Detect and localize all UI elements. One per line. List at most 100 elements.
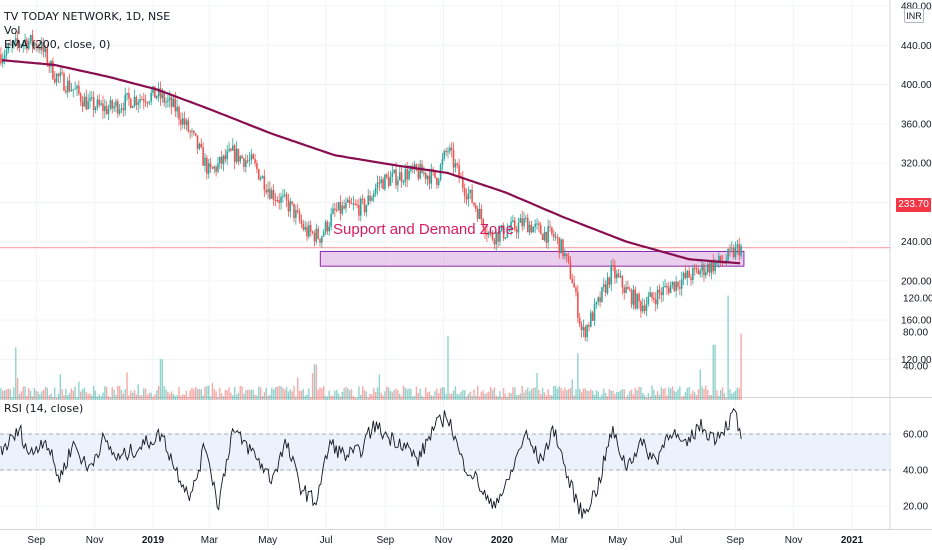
volume-bar [102,392,104,400]
volume-bar [512,387,514,400]
volume-bar [476,385,479,400]
volume-bar [588,391,590,400]
candle-body [109,100,112,109]
candle-body [480,208,483,219]
volume-bar [282,387,284,400]
volume-bar [310,397,312,400]
candle-body [571,278,574,284]
volume-bar [591,390,594,400]
volume-bar [276,386,279,400]
candle-body [135,96,138,105]
volume-legend[interactable]: Vol [4,24,21,37]
volume-bar [343,388,345,400]
volume-bar [122,393,125,400]
candle-body [269,188,271,199]
volume-bar [495,395,497,400]
candle-body [499,230,501,242]
volume-bar [478,396,481,400]
candle-body [168,97,171,100]
candle-body [189,131,191,133]
volume-bar [421,395,423,400]
candle-body [504,237,507,239]
candle-body [13,41,15,45]
volume-bar [94,390,97,400]
volume-bar [391,392,394,400]
candle-body [345,202,347,209]
volume-bar [319,387,321,400]
candle-body [94,107,97,111]
candle-body [92,97,95,111]
candle-body [209,163,212,168]
volume-bar [560,387,562,400]
volume-bar [399,393,401,400]
volume-bar [256,395,258,400]
volume-bar [612,390,614,400]
volume-bar [41,391,43,400]
volume-bar [9,389,11,400]
candle-body [226,151,229,160]
volume-bar [658,394,661,400]
volume-bar [716,390,718,400]
rsi-legend[interactable]: RSI (14, close) [4,402,84,415]
candle-body [513,220,516,230]
candle-body [339,202,342,214]
volume-bar [452,390,455,400]
candle-body [699,270,702,275]
volume-bar [725,397,727,400]
symbol-legend[interactable]: TV TODAY NETWORK, 1D, NSE [4,10,171,23]
volume-bar [46,387,49,400]
volume-bar [386,386,388,400]
candle-body [359,198,362,216]
candle-body [172,98,175,107]
candle-body [578,317,581,325]
candle-body [447,151,449,153]
volume-bar [195,386,197,400]
volume-bar [291,391,293,400]
candle-body [417,170,420,179]
candle-body [150,92,152,102]
volume-bar [352,396,355,400]
volume-bar [723,393,726,400]
volume-bar [18,393,21,400]
volume-bar [202,395,204,400]
volume-bar [508,392,510,400]
volume-bar [425,387,427,400]
ema-legend[interactable]: EMA (200, close, 0) [4,38,111,51]
volume-bar [115,395,117,400]
volume-bar [178,386,180,400]
candle-body [679,287,681,289]
volume-bar [705,385,707,400]
candle-body [124,94,127,111]
volume-bar [79,391,82,400]
volume-bar [567,389,570,400]
volume-bar [482,390,484,400]
volume-bar [117,385,119,400]
candle-body [380,179,383,184]
candle-body [599,297,601,302]
candle-body [640,301,642,312]
currency-button[interactable]: INR [904,8,924,23]
volume-bar [363,390,366,400]
candle-body [645,303,648,312]
candle-body [610,265,613,285]
candle-body [116,101,119,114]
volume-bar [636,390,638,400]
volume-bar [647,393,650,400]
volume-bar [502,388,505,400]
volume-bar [593,394,596,400]
candle-body [326,221,329,232]
candle-body [653,297,655,300]
volume-bar [87,393,89,400]
candle-body [515,229,518,233]
volume-bar [156,390,158,400]
volume-bar [154,394,156,400]
volume-bar [373,388,375,400]
time-tick-label: Mar [551,535,569,546]
volume-bar [497,396,499,400]
volume-bar [525,389,527,400]
candle-body [289,201,292,212]
volume-bar [308,388,310,400]
volume-bar [534,387,536,400]
candle-body [500,225,503,231]
